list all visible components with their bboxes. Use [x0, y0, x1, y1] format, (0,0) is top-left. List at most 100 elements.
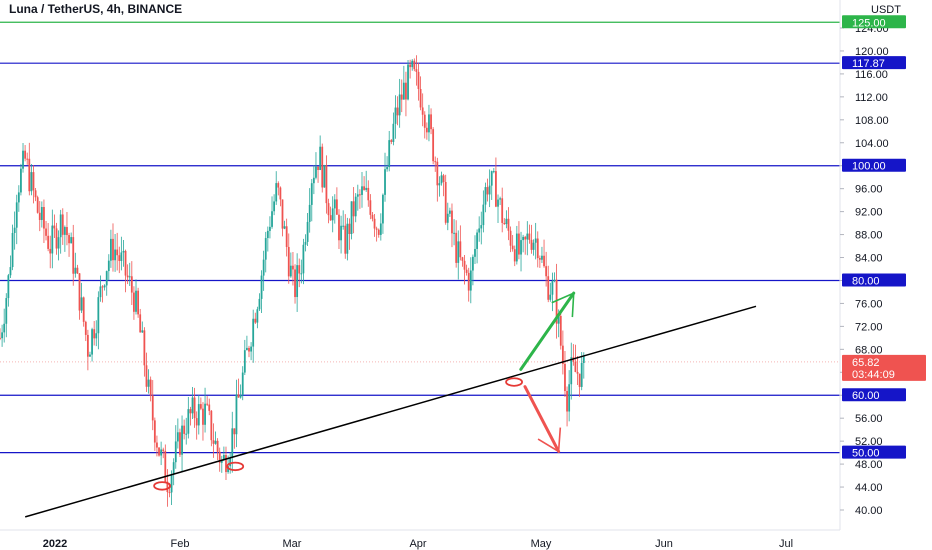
candle-body [26, 158, 29, 160]
candle-body [216, 440, 219, 452]
candle-body [520, 240, 522, 255]
candle-body [22, 150, 24, 169]
candle-body [451, 210, 453, 234]
level-badge[interactable] [842, 273, 906, 287]
candle-body [308, 204, 311, 222]
candle-body [534, 238, 537, 243]
candle-body [124, 250, 127, 276]
candle-body [80, 297, 83, 311]
candle-body [49, 248, 52, 254]
candle-body [361, 186, 363, 195]
current-price-badge[interactable] [842, 354, 926, 381]
candle-body [319, 146, 322, 170]
price-axis[interactable] [840, 0, 932, 530]
level-badge[interactable] [842, 388, 906, 402]
candle-body [304, 241, 307, 245]
candle-body [55, 228, 58, 249]
candle-body [20, 168, 22, 193]
candle-body [392, 123, 395, 142]
candle-body [497, 199, 499, 207]
candle-body [484, 187, 487, 205]
candle-body [471, 256, 474, 271]
currency-label: USDT [871, 4, 901, 16]
candle-body [564, 363, 566, 391]
candle-body [300, 273, 303, 275]
candle-body [348, 223, 351, 234]
candle-body [413, 60, 416, 70]
candle-body [273, 201, 276, 212]
candle-body [432, 129, 435, 162]
candle-body [187, 409, 190, 434]
candle-body [371, 214, 374, 219]
candle-body [135, 290, 137, 312]
candle-body [246, 347, 248, 351]
candle-body [53, 225, 56, 229]
candle-body [302, 244, 305, 274]
candle-body [97, 297, 100, 334]
candle-body [166, 481, 169, 493]
level-badge[interactable] [842, 158, 906, 172]
candle-body [549, 294, 552, 300]
candle-body [553, 279, 556, 282]
touch-circle[interactable] [226, 461, 245, 472]
candle-body [130, 276, 133, 293]
level-badge[interactable] [842, 445, 906, 459]
candle-body [561, 345, 564, 364]
level-badge[interactable] [842, 15, 906, 29]
candle-body [139, 314, 142, 333]
candle-body [350, 201, 353, 234]
touch-circle[interactable] [505, 377, 523, 387]
candle-body [434, 161, 437, 163]
candle-body [467, 272, 470, 291]
y-tick-label: 48.00 [855, 459, 883, 471]
touch-circle[interactable] [153, 481, 172, 491]
candle-body [193, 397, 196, 419]
candle-body [153, 420, 156, 443]
candle-body [547, 276, 550, 300]
candle-body [423, 114, 426, 128]
candle-body [164, 451, 167, 482]
y-tick-label: 84.00 [855, 253, 883, 265]
candle-body [149, 379, 152, 396]
up-arrow[interactable] [519, 291, 576, 371]
candle-body [363, 186, 365, 190]
candle-body [68, 235, 70, 244]
candle-body [476, 232, 478, 249]
level-badge[interactable] [842, 56, 906, 70]
candle-body [400, 94, 403, 100]
candle-body [507, 218, 510, 231]
candle-body [76, 267, 79, 274]
y-tick-label: 108.00 [855, 115, 889, 127]
down-arrow[interactable] [523, 385, 561, 453]
candle-body [195, 418, 198, 426]
candle-body [51, 225, 54, 254]
candle-body [402, 82, 405, 100]
candle-body [382, 194, 384, 224]
chart-title: Luna / TetherUS, 4h, BINANCE [9, 2, 183, 16]
candle-body [394, 107, 397, 124]
candle-body [118, 255, 121, 261]
candle-body [82, 297, 85, 322]
trend-line[interactable] [24, 305, 757, 518]
current-price-label: 65.82 [852, 357, 880, 369]
candle-body [103, 285, 106, 288]
candle-body [279, 187, 282, 200]
candle-body [38, 212, 41, 220]
candle-body [541, 255, 543, 260]
candle-body [269, 226, 271, 231]
candle-body [168, 492, 171, 494]
candle-body [45, 228, 47, 236]
candle-body [582, 356, 585, 363]
candle-body [158, 447, 160, 456]
candle-body [306, 221, 309, 242]
candle-body [386, 167, 389, 170]
candle-body [505, 218, 508, 225]
candle-body [160, 449, 163, 456]
candle-body [287, 246, 290, 277]
level-badge-label: 117.87 [852, 58, 885, 70]
candle-body [566, 390, 568, 412]
candle-body [509, 230, 512, 246]
candle-body [285, 226, 288, 247]
candle-body [277, 183, 280, 188]
